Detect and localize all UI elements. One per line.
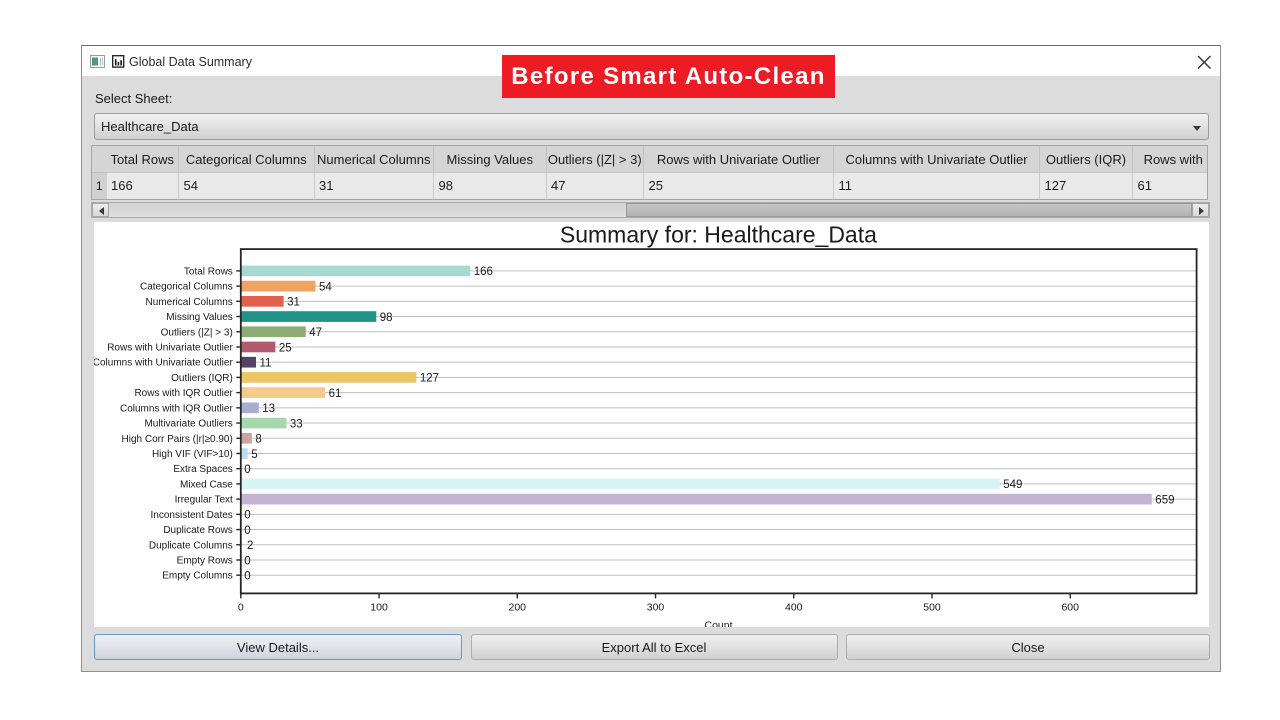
svg-text:0: 0 <box>244 510 250 522</box>
svg-text:500: 500 <box>923 601 941 613</box>
svg-text:300: 300 <box>647 601 665 613</box>
svg-text:0: 0 <box>244 525 250 537</box>
svg-text:25: 25 <box>279 342 292 354</box>
svg-text:13: 13 <box>262 403 275 415</box>
svg-text:Numerical Columns: Numerical Columns <box>146 297 233 308</box>
svg-text:5: 5 <box>251 449 257 461</box>
svg-text:Irregular Text: Irregular Text <box>175 495 233 506</box>
svg-text:549: 549 <box>1003 479 1022 491</box>
svg-text:11: 11 <box>260 357 272 369</box>
svg-text:Total Rows: Total Rows <box>184 266 233 277</box>
svg-text:Rows with IQR Outlier: Rows with IQR Outlier <box>134 388 233 399</box>
svg-text:Columns with IQR Outlier: Columns with IQR Outlier <box>120 403 233 414</box>
svg-text:0: 0 <box>238 601 244 613</box>
svg-text:400: 400 <box>785 601 803 613</box>
svg-text:0: 0 <box>244 464 250 476</box>
svg-text:0: 0 <box>244 555 250 567</box>
svg-text:8: 8 <box>255 434 261 446</box>
svg-text:Outliers (|Z| > 3): Outliers (|Z| > 3) <box>161 327 233 338</box>
svg-text:61: 61 <box>329 388 342 400</box>
svg-text:Extra Spaces: Extra Spaces <box>173 464 232 475</box>
svg-text:0: 0 <box>244 571 250 583</box>
svg-text:High VIF (VIF>10): High VIF (VIF>10) <box>152 449 233 460</box>
svg-text:Categorical Columns: Categorical Columns <box>140 282 233 293</box>
svg-text:Rows with Univariate Outlier: Rows with Univariate Outlier <box>107 342 233 353</box>
svg-text:200: 200 <box>509 601 527 613</box>
svg-text:33: 33 <box>290 418 303 430</box>
svg-text:Mixed Case: Mixed Case <box>180 479 233 490</box>
svg-text:Outliers (IQR): Outliers (IQR) <box>171 373 233 384</box>
svg-text:Duplicate Columns: Duplicate Columns <box>149 540 233 551</box>
svg-text:98: 98 <box>380 312 393 324</box>
svg-text:Duplicate Rows: Duplicate Rows <box>163 525 232 536</box>
svg-text:47: 47 <box>309 327 322 339</box>
svg-text:Multivariate Outliers: Multivariate Outliers <box>144 419 232 430</box>
svg-text:54: 54 <box>319 281 332 293</box>
svg-text:Inconsistent Dates: Inconsistent Dates <box>151 510 233 521</box>
svg-text:Empty Rows: Empty Rows <box>177 555 233 566</box>
svg-text:127: 127 <box>420 373 439 385</box>
svg-text:Summary for: Healthcare_Data: Summary for: Healthcare_Data <box>560 222 877 248</box>
svg-text:600: 600 <box>1061 601 1079 613</box>
svg-text:Columns with Univariate Outlie: Columns with Univariate Outlier <box>94 358 233 369</box>
svg-text:100: 100 <box>370 601 388 613</box>
svg-text:2: 2 <box>247 540 253 552</box>
svg-text:Missing Values: Missing Values <box>166 312 233 323</box>
svg-text:166: 166 <box>474 266 493 278</box>
svg-text:31: 31 <box>287 297 300 309</box>
svg-text:High Corr Pairs (|r|≥0.90): High Corr Pairs (|r|≥0.90) <box>122 434 233 445</box>
svg-text:659: 659 <box>1155 494 1174 506</box>
svg-text:Count: Count <box>704 620 732 628</box>
svg-text:Empty Columns: Empty Columns <box>162 571 233 582</box>
